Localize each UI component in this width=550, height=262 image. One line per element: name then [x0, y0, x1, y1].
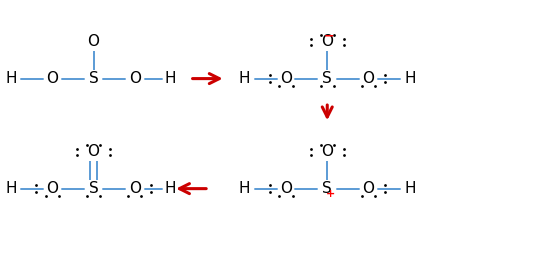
- Text: S: S: [322, 181, 332, 196]
- Text: H: H: [404, 181, 415, 196]
- Text: H: H: [165, 181, 176, 196]
- Text: O: O: [321, 144, 333, 160]
- Text: O: O: [362, 181, 375, 196]
- Text: H: H: [404, 71, 415, 86]
- Text: O: O: [46, 71, 58, 86]
- Text: O: O: [362, 71, 375, 86]
- Text: S: S: [322, 71, 332, 86]
- Text: H: H: [239, 181, 250, 196]
- Text: H: H: [165, 71, 176, 86]
- Text: S: S: [89, 71, 98, 86]
- Text: O: O: [129, 181, 141, 196]
- Text: S: S: [89, 181, 98, 196]
- Text: H: H: [6, 181, 16, 196]
- Text: O: O: [280, 71, 292, 86]
- Text: −: −: [323, 30, 334, 43]
- Text: O: O: [129, 71, 141, 86]
- Text: H: H: [239, 71, 250, 86]
- Text: O: O: [46, 181, 58, 196]
- Text: H: H: [6, 71, 16, 86]
- Text: O: O: [280, 181, 292, 196]
- Text: O: O: [321, 34, 333, 50]
- Text: O: O: [87, 144, 100, 160]
- Text: +: +: [326, 189, 335, 199]
- Text: O: O: [87, 34, 100, 50]
